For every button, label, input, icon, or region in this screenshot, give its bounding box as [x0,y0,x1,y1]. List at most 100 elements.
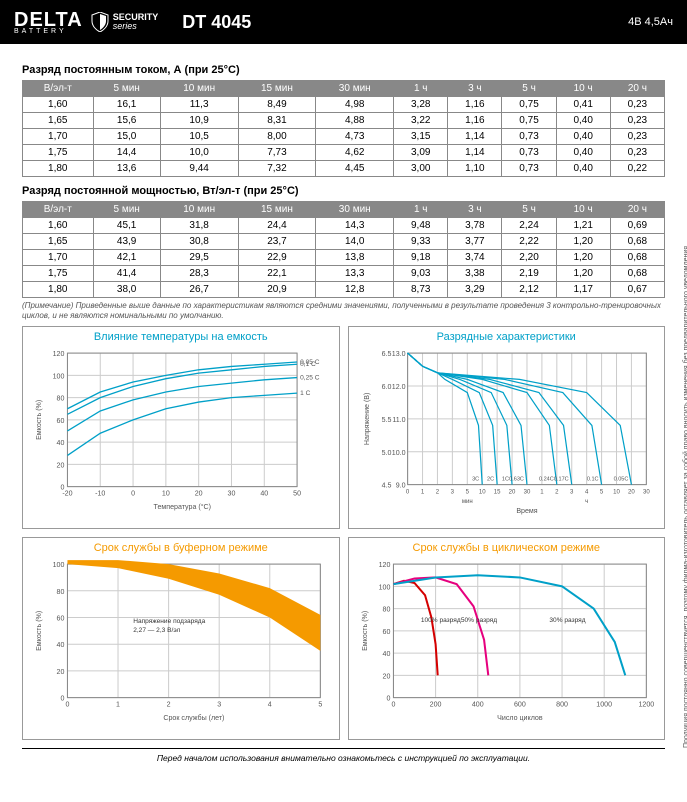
svg-text:0.24С: 0.24С [538,477,553,483]
svg-text:0: 0 [391,701,395,709]
brand-name: DELTA [14,10,83,30]
svg-text:2: 2 [435,490,439,496]
svg-text:5.0: 5.0 [381,449,391,457]
svg-text:-10: -10 [95,490,105,498]
svg-text:0: 0 [405,490,409,496]
chart-float-life: Срок службы в буферном режиме 0 20 40 60 80 1… [22,537,340,740]
col-header: В/эл-т [23,202,94,218]
svg-text:3: 3 [450,490,454,496]
svg-text:40: 40 [57,641,65,649]
svg-text:Напряжение (В): Напряжение (В) [363,393,371,445]
col-header: 5 ч [502,202,556,218]
svg-text:20: 20 [628,490,635,496]
col-header: 3 ч [448,202,502,218]
svg-text:1: 1 [116,701,120,709]
svg-text:60: 60 [57,615,65,623]
table-row: 1,6515,610,98,314,883,221,160,750,400,23 [23,113,665,129]
col-header: 30 мин [316,202,394,218]
chart3-title: Срок службы в буферном режиме [29,542,333,554]
svg-text:15: 15 [493,490,500,496]
table-row: 1,7042,129,522,913,89,183,742,201,200,68 [23,250,665,266]
spec-text: 4В 4,5Ач [628,16,673,28]
svg-text:Число циклов: Число циклов [497,714,543,722]
brand-logo: DELTA BATTERY [14,10,83,35]
svg-text:Время: Время [516,507,537,515]
svg-text:4.5: 4.5 [381,482,391,490]
svg-text:2: 2 [167,701,171,709]
svg-text:11.0: 11.0 [392,416,405,424]
svg-text:1200: 1200 [638,701,654,709]
svg-text:5.5: 5.5 [381,416,391,424]
svg-text:2С: 2С [487,477,494,483]
svg-text:100% разряд: 100% разряд [420,617,460,624]
col-header: 20 ч [610,202,664,218]
svg-text:20: 20 [382,673,390,681]
table-row: 1,6016,111,38,494,983,281,160,750,410,23 [23,97,665,113]
col-header: 15 мин [238,81,316,97]
discharge-current-table: В/эл-т5 мин10 мин15 мин30 мин1 ч3 ч5 ч10… [22,80,665,177]
svg-text:800: 800 [556,701,568,709]
col-header: 10 ч [556,81,610,97]
col-header: 15 мин [238,202,316,218]
svg-text:2,27 — 2,3 В/эл: 2,27 — 2,3 В/эл [133,627,180,634]
footer-note: Перед началом использования внимательно … [22,748,665,763]
chart1-title: Влияние температуры на емкость [29,331,333,343]
svg-text:6.5: 6.5 [381,350,391,358]
svg-text:0.05С: 0.05С [613,477,628,483]
svg-text:4: 4 [268,701,272,709]
svg-text:0.63С: 0.63С [509,477,524,483]
model-number: DT 4045 [182,12,251,33]
svg-text:40: 40 [57,439,65,447]
col-header: 1 ч [394,202,448,218]
svg-text:100: 100 [53,561,65,569]
svg-text:10: 10 [478,490,485,496]
col-header: 5 ч [502,81,556,97]
svg-text:50: 50 [293,490,301,498]
svg-text:200: 200 [429,701,441,709]
svg-text:1 С: 1 С [300,390,310,397]
svg-text:30% разряд: 30% разряд [549,617,585,624]
chart4-title: Срок службы в циклическом режиме [355,542,659,554]
col-header: 10 мин [160,81,238,97]
chart2-title: Разрядные характеристики [355,331,659,343]
svg-text:30: 30 [642,490,649,496]
svg-text:20: 20 [57,462,65,470]
col-header: 1 ч [394,81,448,97]
svg-text:60: 60 [57,417,65,425]
header-bar: DELTA BATTERY SECURITY series DT 4045 4В… [0,0,687,44]
svg-text:40: 40 [382,650,390,658]
svg-text:Емкость (%): Емкость (%) [361,611,369,651]
svg-text:20: 20 [57,668,65,676]
svg-text:Срок службы (лет): Срок службы (лет) [163,714,224,722]
chart4-svg: 020406080100120020040060080010001200100%… [355,556,659,728]
svg-text:600: 600 [513,701,525,709]
table-row: 1,6045,131,824,414,39,483,782,241,210,69 [23,218,665,234]
chart-cycle-life: Срок службы в циклическом режиме 0 20 40 60… [348,537,666,740]
svg-text:4: 4 [584,490,588,496]
table-row: 1,6543,930,823,714,09,333,772,221,200,68 [23,234,665,250]
svg-text:1С: 1С [501,477,508,483]
col-header: 30 мин [316,81,394,97]
table2-title: Разряд постоянной мощностью, Вт/эл-т (пр… [22,185,665,197]
svg-text:50% разряд: 50% разряд [460,617,496,624]
svg-text:0,25 С: 0,25 С [300,375,320,382]
chart2-svg: 4.59.05.010.05.511.06.012.06.513.0012351… [355,345,659,517]
svg-text:1000: 1000 [596,701,612,709]
discharge-power-table: В/эл-т5 мин10 мин15 мин30 мин1 ч3 ч5 ч10… [22,201,665,298]
svg-text:9.0: 9.0 [395,482,405,490]
chart1-svg: 020406080100120-20-10010203040500,05 С0,… [29,345,333,517]
svg-text:3С: 3С [472,477,479,483]
svg-text:60: 60 [382,628,390,636]
security-badge: SECURITY series [91,12,159,32]
svg-text:10: 10 [162,490,170,498]
svg-text:0: 0 [65,701,69,709]
table1-title: Разряд постоянным током, А (при 25°С) [22,64,665,76]
svg-text:Емкость (%): Емкость (%) [35,400,43,440]
col-header: 10 мин [160,202,238,218]
svg-text:120: 120 [53,350,65,358]
svg-text:80: 80 [382,606,390,614]
chart-discharge: Разрядные характеристики 4.59.05.010.05.… [348,326,666,529]
svg-text:80: 80 [57,588,65,596]
chart3-svg: 020406080100012345Напряжение подзаряда2,… [29,556,333,728]
svg-text:1: 1 [420,490,424,496]
